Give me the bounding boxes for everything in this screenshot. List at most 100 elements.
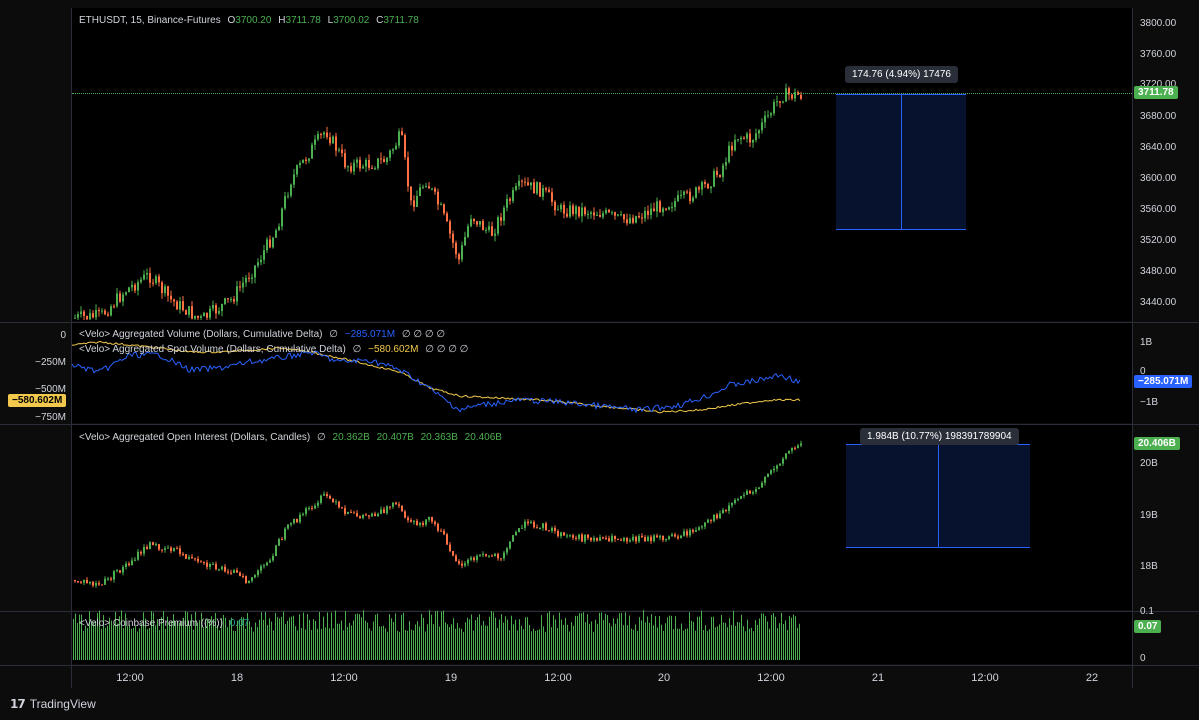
price-candle (464, 236, 466, 246)
premium-bar (91, 620, 92, 660)
premium-bar (319, 611, 320, 660)
premium-bar (411, 629, 412, 660)
oi-candle (284, 528, 286, 540)
premium-bar (77, 623, 78, 660)
price-candle (290, 184, 292, 196)
price-candle (467, 226, 469, 237)
premium-bar (259, 619, 260, 660)
premium-bar (559, 612, 560, 660)
premium-bar (403, 612, 404, 660)
premium-bar (103, 615, 104, 660)
premium-bar (301, 628, 302, 660)
premium-bar (329, 628, 330, 660)
price-candle (602, 213, 604, 217)
price-candle (131, 284, 133, 288)
oi-candle (623, 537, 625, 541)
oi-candle (395, 502, 397, 505)
premium-bar (165, 628, 166, 660)
price-candle (128, 287, 130, 293)
price-candle (365, 159, 367, 167)
premium-bar (225, 617, 226, 660)
oi-candle (389, 506, 391, 508)
premium-bar (765, 616, 766, 660)
tradingview-brand[interactable]: 𝟭𝟳 TradingView (10, 697, 96, 711)
oi-candle (794, 447, 796, 449)
premium-bar (761, 613, 762, 660)
cvd-legend-spot[interactable]: <Velo> Aggregated Spot Volume (Dollars, … (79, 344, 469, 355)
oi-pane[interactable] (72, 425, 1132, 610)
symbol-legend[interactable]: ETHUSDT, 15, Binance-Futures O3700.20 H3… (79, 15, 419, 26)
oi-candle (488, 555, 490, 557)
premium-bar (667, 617, 668, 660)
price-candle (515, 185, 517, 190)
premium-bar (367, 622, 368, 660)
price-candle (299, 163, 301, 166)
oi-candle (335, 501, 337, 503)
price-candle (794, 92, 796, 99)
price-candle (374, 168, 376, 170)
premium-bar (291, 616, 292, 660)
oi-candle (764, 476, 766, 483)
oi-candle (383, 509, 385, 514)
premium-bar (669, 615, 670, 660)
premium-bar (793, 614, 794, 660)
oi-candle (257, 570, 259, 576)
oi-candle (290, 523, 292, 525)
oi-candle (536, 527, 538, 529)
oi-candle (698, 527, 700, 531)
pane-divider[interactable] (0, 424, 1199, 425)
price-candle (263, 250, 265, 260)
premium-bar (591, 621, 592, 660)
cvd-legend-aggregated[interactable]: <Velo> Aggregated Volume (Dollars, Cumul… (79, 329, 446, 340)
premium-bar (451, 624, 452, 660)
premium-bar (95, 620, 96, 660)
oi-range-measure[interactable] (846, 444, 1030, 548)
oi-candle (137, 551, 139, 560)
price-candle (752, 140, 754, 143)
oi-candle (167, 547, 169, 549)
oi-candle (518, 528, 520, 533)
pane-divider[interactable] (0, 611, 1199, 612)
oi-candle (161, 549, 163, 551)
premium-bar (703, 630, 704, 660)
premium-legend[interactable]: <Velo> Coinbase Premium ((%)) 0.07 (79, 618, 250, 629)
oi-candle (236, 570, 238, 573)
price-candle (563, 204, 565, 214)
last-price-line (72, 93, 1132, 94)
price-candle (611, 212, 613, 214)
premium-bar (605, 613, 606, 660)
pane-divider[interactable] (0, 322, 1199, 323)
premium-bar (739, 622, 740, 660)
price-candle (227, 298, 229, 300)
premium-bar (693, 621, 694, 660)
premium-bar (479, 614, 480, 660)
price-candle (548, 189, 550, 193)
oi-candle (608, 538, 610, 542)
premium-bar (621, 612, 622, 660)
oi-candle (359, 516, 361, 519)
oi-candle (431, 517, 433, 522)
oi-legend[interactable]: <Velo> Aggregated Open Interest (Dollars… (79, 432, 502, 443)
premium-bar (569, 631, 570, 660)
oi-candle (602, 537, 604, 539)
premium-bar (489, 616, 490, 660)
oi-candle (437, 523, 439, 531)
price-candle (404, 135, 406, 158)
price-candle (665, 208, 667, 210)
premium-bar (247, 613, 248, 660)
premium-bar (393, 621, 394, 660)
premium-bar (525, 617, 526, 660)
spot-cvd-line (72, 340, 801, 414)
price-range-measure[interactable] (836, 94, 966, 230)
premium-bar (493, 612, 494, 660)
price-candle (329, 137, 331, 144)
premium-bar (311, 630, 312, 660)
price-candle (80, 311, 82, 315)
premium-bar (543, 626, 544, 660)
price-candle (497, 217, 499, 234)
oi-candle (710, 519, 712, 521)
price-pane[interactable] (72, 8, 1132, 321)
premium-bar (681, 623, 682, 660)
premium-bar (201, 612, 202, 660)
aggregated-cvd-line (71, 349, 801, 414)
